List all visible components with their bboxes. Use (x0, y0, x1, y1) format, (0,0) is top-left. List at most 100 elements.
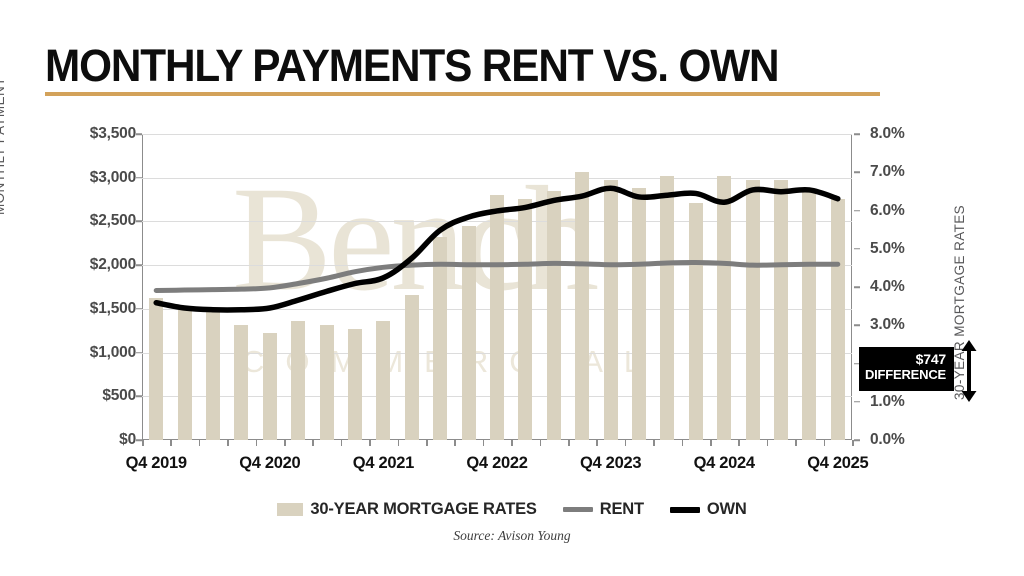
x-axis-tick (568, 440, 570, 446)
y-axis-left-tick-label: $500 (102, 387, 136, 405)
bar (461, 225, 476, 440)
legend-label: RENT (599, 500, 644, 518)
bar (603, 179, 618, 440)
bar (291, 321, 306, 440)
legend-item[interactable]: OWN (669, 500, 747, 519)
y-axis-right-tick (854, 171, 860, 173)
title-divider (45, 92, 880, 96)
bar (632, 187, 646, 440)
y-axis-left-tick (136, 351, 142, 354)
bar (660, 176, 675, 440)
y-axis-left: $3,500 $3,000 $2,500 $2,000 $1,500 $1,000 $500… (58, 125, 142, 448)
bar (830, 199, 845, 440)
y-axis-right-tick (854, 133, 860, 135)
x-axis-tick (284, 440, 286, 446)
page-title: MONTHLY PAYMENTS RENT VS. OWN (45, 40, 780, 91)
line-rent (153, 260, 841, 293)
y-axis-right-tick-label: 3.0% (870, 316, 905, 334)
x-axis-tick (539, 440, 542, 446)
y-axis-right-tick (854, 248, 860, 250)
y-axis-right-tick (854, 286, 860, 288)
bar (177, 306, 192, 440)
plot-right-border (850, 134, 852, 440)
x-axis-tick (312, 440, 314, 446)
bar (745, 179, 760, 440)
y-axis-right-tick (854, 324, 860, 326)
gridline (142, 177, 852, 179)
chart-plot-area: Bench COMMERCIAL $747 DIFFERENCE (142, 134, 977, 440)
bar (376, 321, 391, 440)
bar (774, 179, 788, 440)
legend-label: OWN (706, 500, 747, 518)
line-series-group (153, 185, 841, 313)
y-axis-right-tick-label: 8.0% (870, 125, 905, 142)
x-axis-tick (340, 440, 343, 446)
bar (234, 325, 249, 440)
x-axis-tick (255, 440, 258, 446)
x-axis-tick-label: Q4 2025 (807, 454, 869, 472)
y-axis-left-tick-label: $3,000 (89, 168, 136, 186)
y-axis-left-tick (136, 176, 142, 179)
x-axis-tick (454, 440, 456, 446)
y-axis-right-tick-label: 1.0% (870, 392, 905, 410)
x-axis-tick (511, 440, 513, 446)
y-axis-left-tick (136, 439, 142, 441)
y-axis-left-tick (136, 264, 142, 266)
x-axis-tick (596, 440, 598, 446)
bar (802, 191, 817, 440)
bar (149, 298, 164, 440)
x-axis-tick (142, 440, 144, 446)
y-axis-right-tick (854, 401, 860, 403)
legend-swatch-bar (277, 503, 304, 516)
x-axis-tick-label: Q4 2021 (352, 454, 415, 472)
x-axis-tick (227, 440, 229, 446)
x-axis-tick-label: Q4 2022 (466, 454, 528, 472)
x-axis-tick (369, 440, 371, 446)
y-axis-left-tick-label: $1,000 (89, 343, 136, 361)
y-axis-right-tick-label: 0.0% (870, 431, 905, 448)
bar (319, 325, 334, 440)
legend-swatch-line (562, 507, 593, 512)
x-axis-tick (766, 440, 769, 446)
y-axis-left-tick (136, 308, 142, 310)
y-axis-right-tick-label: 4.0% (870, 278, 905, 295)
x-axis-tick (738, 440, 740, 446)
y-axis-right-tick-label: 6.0% (870, 201, 905, 219)
source-note: Source: Avison Young (453, 528, 571, 543)
bar (404, 294, 419, 440)
y-axis-left-tick-label: $2,500 (89, 212, 136, 230)
y-axis-left-tick (136, 220, 142, 223)
callout-amount: $747 (915, 351, 947, 367)
legend-item[interactable]: RENT (562, 500, 644, 519)
bar (348, 329, 362, 440)
x-axis-tick (653, 440, 655, 446)
y-axis-right-tick (854, 362, 860, 365)
legend-item[interactable]: 30-YEAR MORTGAGE RATES (277, 500, 537, 519)
x-axis-tick (426, 440, 428, 446)
x-axis-tick (852, 440, 854, 446)
bar (575, 172, 590, 440)
callout-label: DIFFERENCE (864, 367, 946, 382)
y-axis-right: 8.0%7.0%6.0%5.0%4.0%3.0%2.0%1.0%0.0% (854, 125, 920, 448)
y-axis-right-tick-label: 5.0% (870, 239, 905, 257)
gridline (142, 134, 852, 135)
x-axis-tick-label: Q4 2019 (125, 454, 188, 472)
difference-arrow-icon (961, 340, 977, 402)
legend-label: 30-YEAR MORTGAGE RATES (310, 500, 537, 518)
legend-swatch-line (669, 506, 700, 513)
y-axis-left-title: MONTHLY PAYMENT (0, 77, 7, 215)
bar (717, 176, 732, 440)
bar (433, 237, 448, 440)
x-axis-tick (198, 440, 201, 446)
y-axis-right-tick-label: 7.0% (870, 163, 905, 181)
x-axis-tick (482, 440, 485, 446)
x-axis-tick (710, 440, 712, 446)
chart-legend: 30-YEAR MORTGAGE RATES RENT OWN (0, 500, 1024, 519)
y-axis-left-tick (136, 133, 142, 135)
line-own (153, 185, 841, 313)
bar (546, 191, 561, 440)
x-axis-tick (823, 440, 826, 446)
x-axis-tick (170, 440, 172, 446)
x-axis-tick (795, 440, 797, 446)
